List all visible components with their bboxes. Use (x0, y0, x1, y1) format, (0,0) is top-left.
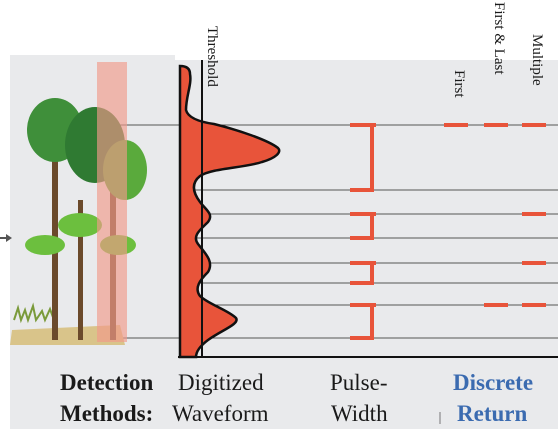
grass (13, 302, 55, 324)
trunk (78, 200, 83, 340)
methods-label: Methods: (60, 401, 154, 426)
waveform-label: Waveform (172, 401, 269, 426)
multiple-label: Multiple (529, 34, 545, 86)
pulse-label: Pulse- (330, 370, 388, 395)
laser-beam (97, 62, 127, 342)
canopy (58, 213, 102, 237)
discrete-label: Discrete (453, 370, 534, 395)
detection-label: Detection (60, 370, 154, 395)
first-last-label: First & Last (491, 2, 507, 75)
header-area (175, 0, 558, 60)
return-label: Return (457, 401, 528, 426)
canopy (25, 235, 65, 255)
waveform-shape (178, 64, 281, 359)
digitized-label: Digitized (178, 370, 264, 395)
pointer-arrowhead (6, 234, 12, 242)
pulse-width-markers (350, 123, 376, 340)
first-label: First (451, 70, 467, 98)
discrete-return-markers (444, 123, 546, 307)
ground (10, 325, 125, 345)
width-label: Width (331, 401, 388, 426)
forest-illustration (0, 62, 147, 345)
threshold-label: Threshold (204, 26, 220, 87)
